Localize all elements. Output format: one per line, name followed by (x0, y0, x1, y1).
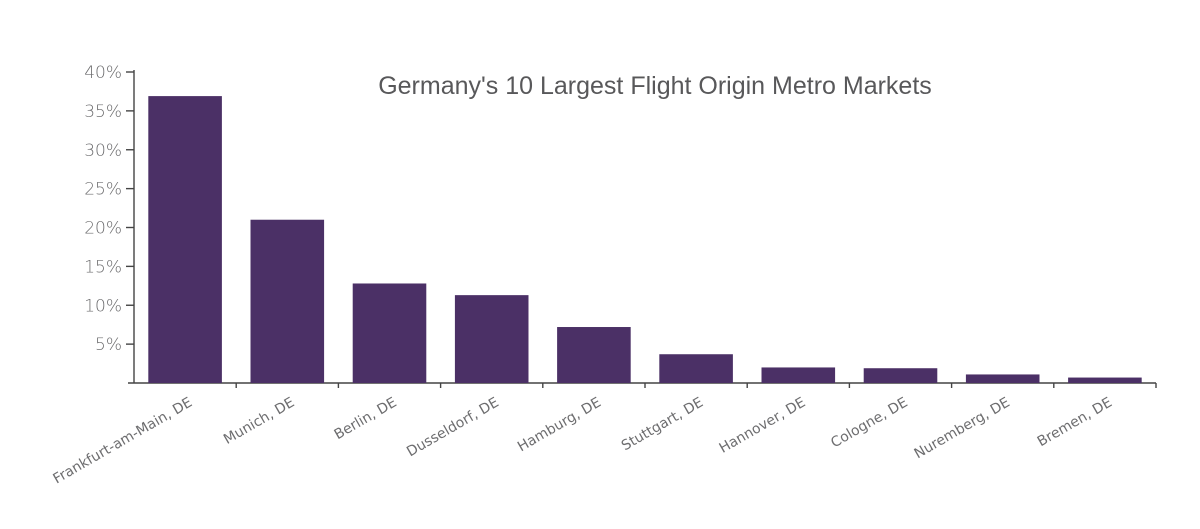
x-tick-label: Frankfurt-am-Main, DE (51, 395, 196, 488)
bar (965, 374, 1040, 383)
bar (148, 96, 222, 383)
bar (557, 327, 631, 383)
y-tick-label: 25% (84, 180, 122, 200)
x-tick-label: Hamburg, DE (515, 395, 604, 456)
y-tick-label: 10% (84, 296, 122, 316)
x-axis-labels: Frankfurt-am-Main, DE Munich, DE Berlin, D… (51, 395, 1115, 488)
bar (352, 283, 427, 383)
y-axis-ticks: 5% 10% 15% 20% 25% 30% 35% 40% (84, 63, 134, 355)
y-tick-label: 35% (84, 102, 122, 122)
bar (250, 219, 325, 383)
bar (863, 368, 938, 383)
x-tick-label: Dusseldorf, DE (404, 395, 502, 461)
x-tick-label: Stuttgart, DE (619, 395, 706, 455)
chart-title: Germany's 10 Largest Flight Origin Metro… (378, 72, 932, 100)
x-tick-label: Nuremberg, DE (912, 395, 1013, 463)
y-tick-label: 5% (95, 335, 122, 355)
bar (659, 354, 733, 383)
x-axis-ticks (235, 383, 1157, 388)
y-tick-label: 20% (84, 219, 122, 239)
x-tick-label: Berlin, DE (332, 395, 400, 443)
bars (148, 96, 1142, 383)
bar (1068, 377, 1142, 383)
x-tick-label: Bremen, DE (1035, 395, 1115, 451)
x-tick-label: Hannover, DE (717, 395, 809, 457)
x-tick-label: Cologne, DE (828, 395, 910, 452)
bar (761, 367, 836, 383)
y-tick-label: 30% (84, 141, 122, 161)
y-tick-label: 15% (84, 257, 122, 277)
bar (454, 295, 529, 383)
x-tick-label: Munich, DE (221, 395, 297, 448)
y-tick-label: 40% (84, 63, 122, 83)
